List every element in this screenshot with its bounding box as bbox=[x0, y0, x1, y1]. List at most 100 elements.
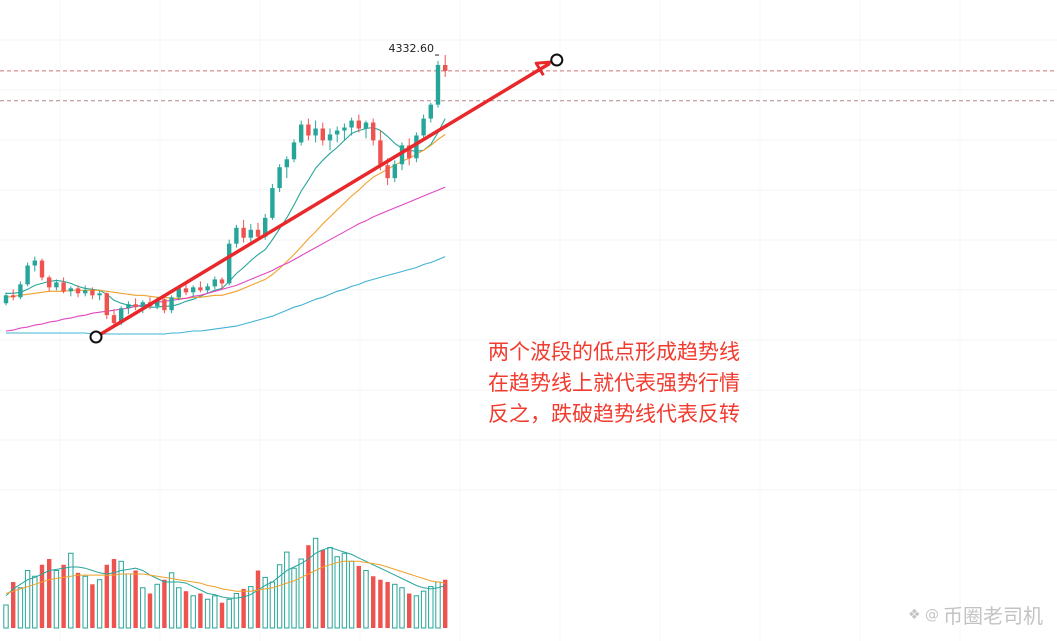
trendline-arrow bbox=[94, 62, 551, 339]
candle-body bbox=[320, 128, 325, 141]
volume-bar bbox=[248, 586, 254, 629]
candle-body bbox=[111, 315, 117, 324]
volume-bar bbox=[32, 575, 38, 629]
volume-bar bbox=[219, 602, 225, 628]
trendline-arrowhead bbox=[534, 60, 552, 76]
annotation-line-2: 在趋势线上就代表强势行情 bbox=[488, 371, 740, 395]
volume-bar bbox=[312, 537, 319, 629]
volume-bar bbox=[47, 559, 52, 628]
volume-bar bbox=[363, 570, 369, 629]
volume-bar bbox=[176, 587, 182, 629]
candle-body bbox=[392, 164, 397, 179]
candle-body bbox=[3, 295, 9, 304]
candle-body bbox=[133, 304, 138, 308]
candle-body bbox=[39, 260, 45, 278]
candle-body bbox=[435, 64, 441, 105]
candle-body bbox=[126, 304, 131, 309]
volume-bar bbox=[284, 551, 290, 629]
volume-bar bbox=[356, 565, 361, 628]
candle-body bbox=[25, 265, 30, 285]
candle-body bbox=[342, 127, 347, 131]
candle-body bbox=[227, 243, 232, 284]
candle-body bbox=[313, 128, 318, 136]
volume-bar bbox=[341, 552, 348, 629]
candle-body bbox=[428, 104, 433, 119]
candle-body bbox=[83, 290, 88, 294]
trendline-start-point bbox=[89, 330, 103, 344]
volume-bar bbox=[75, 572, 81, 628]
volume-bar bbox=[61, 564, 66, 628]
volume-bar bbox=[3, 604, 9, 629]
candle-body bbox=[356, 120, 361, 129]
candle-body bbox=[54, 282, 59, 288]
volume-bar bbox=[140, 587, 146, 629]
candle-body bbox=[97, 293, 102, 296]
volume-bar bbox=[428, 586, 434, 629]
candle-body bbox=[155, 299, 160, 307]
candle-body bbox=[18, 284, 23, 298]
volume-ma-short bbox=[5, 546, 446, 599]
volume-bar bbox=[327, 547, 333, 629]
candle-body bbox=[68, 288, 73, 292]
candle-body bbox=[212, 279, 217, 287]
volume-bar bbox=[435, 581, 441, 629]
volume-bar bbox=[118, 560, 124, 629]
volume-bar bbox=[190, 595, 196, 629]
candle-body bbox=[349, 120, 354, 128]
candle-body bbox=[234, 227, 239, 244]
volume-bar bbox=[420, 590, 427, 629]
volume-bar bbox=[399, 587, 405, 629]
annotation-text: 两个波段的低点形成趋势线 在趋势线上就代表强势行情 反之，跌破趋势线代表反转 bbox=[488, 337, 740, 430]
volume-bar bbox=[204, 598, 211, 629]
candle-body bbox=[176, 288, 181, 298]
volume-bar bbox=[82, 575, 88, 629]
candle-body bbox=[263, 217, 268, 237]
volume-bar bbox=[147, 593, 153, 628]
volume-bar bbox=[241, 588, 246, 628]
high-price-label: 4332.60 bbox=[389, 42, 435, 55]
volume-bar bbox=[53, 570, 60, 629]
candle-body bbox=[399, 145, 405, 165]
volume-bar bbox=[68, 552, 74, 629]
volume-bar bbox=[306, 545, 311, 628]
volume-bar bbox=[154, 583, 160, 629]
candle-body bbox=[162, 299, 167, 311]
candle-body bbox=[277, 167, 282, 189]
volume-bar bbox=[90, 584, 95, 628]
candle-body bbox=[75, 288, 81, 294]
candle-body bbox=[198, 287, 203, 291]
candle-body bbox=[335, 130, 340, 135]
volume-bar bbox=[125, 573, 132, 629]
volume-bar bbox=[276, 564, 283, 629]
volume-bar bbox=[334, 556, 340, 629]
volume-bar bbox=[212, 595, 218, 629]
candle-body bbox=[414, 135, 419, 159]
candle-body bbox=[248, 229, 253, 238]
ma-line-4 bbox=[6, 256, 446, 335]
volume-bar bbox=[168, 572, 175, 629]
volume-bar bbox=[255, 570, 261, 628]
volume-bar bbox=[269, 581, 276, 629]
volume-bar bbox=[96, 579, 103, 629]
volume-bar bbox=[348, 560, 355, 629]
candle-body bbox=[327, 134, 333, 141]
volume-ma-long bbox=[5, 560, 446, 594]
candle-body bbox=[299, 124, 304, 143]
volume-bar bbox=[226, 598, 232, 629]
volume-bar bbox=[413, 595, 420, 629]
candle-body bbox=[270, 188, 275, 218]
volume-bar bbox=[133, 570, 138, 628]
candle-body bbox=[363, 122, 369, 129]
candle-body bbox=[306, 124, 311, 136]
candle-body bbox=[255, 229, 261, 237]
volume-bar bbox=[371, 576, 376, 628]
candle-body bbox=[421, 118, 426, 136]
volume-bar bbox=[162, 579, 167, 628]
volume-bar bbox=[39, 564, 45, 628]
volume-bar bbox=[17, 587, 24, 629]
volume-bar bbox=[233, 593, 240, 629]
candle-body bbox=[119, 308, 124, 324]
volume-bar bbox=[385, 582, 390, 628]
candle-body bbox=[241, 227, 246, 238]
